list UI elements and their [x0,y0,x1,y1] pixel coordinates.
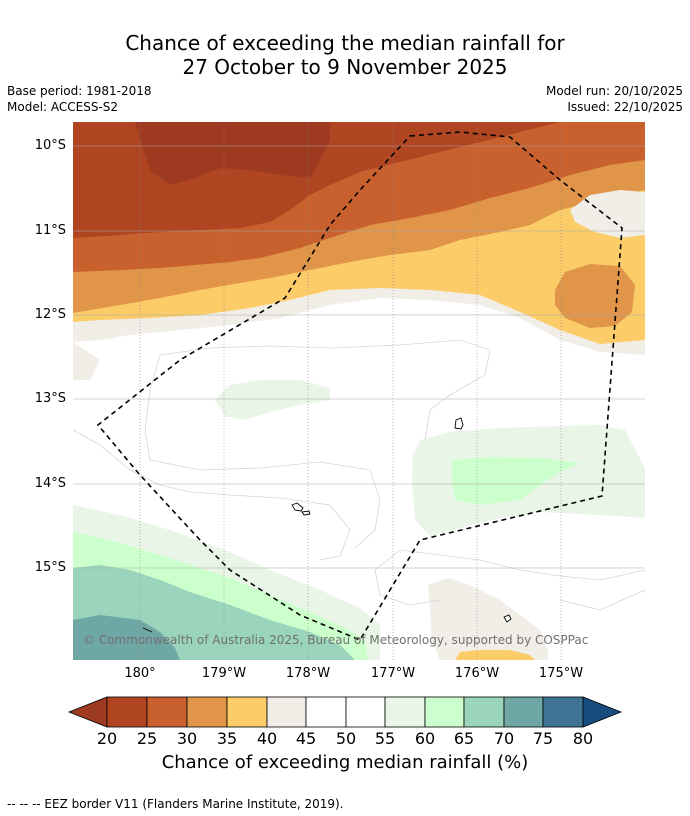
island [142,627,153,633]
colorbar-segment [106,696,148,728]
lat-label-14s: 14°S [34,476,66,491]
lat-label-12s: 12°S [34,307,66,322]
lon-label-179w: 179°W [201,666,247,681]
island [301,510,311,516]
contour-line [144,354,381,549]
colorbar-tick: 80 [572,729,594,748]
colorbar-segment [542,696,584,728]
colorbar-segment [424,696,465,728]
colorbar-tick: 20 [96,729,118,748]
graticule [73,122,645,660]
colorbar-tick: 30 [176,729,198,748]
contour-line [374,549,645,581]
colorbar-lower-arrow [67,696,108,728]
colorbar-segment [146,696,188,728]
patch-yellow-southeast [455,650,535,660]
lat-label-11s: 11°S [34,223,66,238]
eez-footnote: -- -- -- EEZ border V11 (Flanders Marine… [7,797,344,811]
lon-label-178w: 178°W [285,666,331,681]
island [291,502,304,512]
issued-date: Issued: 22/10/2025 [567,100,683,114]
model-run: Model run: 20/10/2025 [545,84,683,98]
colorbar-segment [463,696,505,728]
colorbar-segment [226,696,268,728]
colorbar-tick: 60 [414,729,436,748]
contour-line [374,569,441,606]
colorbar-tick: 55 [374,729,396,748]
colorbar-segment [266,696,307,728]
colorbar-segment [384,696,426,728]
map-field [73,122,645,660]
colorbar-tick: 75 [532,729,554,748]
title-line-2: 27 October to 9 November 2025 [182,55,508,79]
contour-lines [73,339,645,611]
colorbar-segment [345,696,386,728]
colorbar-tick: 40 [256,729,278,748]
band-70-75-south [73,615,180,660]
lon-label-175w: 175°W [538,666,584,681]
colorbar-tick: 50 [335,729,357,748]
copyright-notice: © Commonwealth of Australia 2025, Bureau… [83,633,589,647]
lat-label-10s: 10°S [34,138,66,153]
colorbar-label: Chance of exceeding median rainfall (%) [161,752,529,773]
colorbar-segment [186,696,228,728]
contour-line [559,589,645,611]
colorbar-tick: 35 [216,729,238,748]
lon-label-177w: 177°W [370,666,416,681]
patch-mint-east [452,457,580,505]
colorbar-segment [305,696,347,728]
base-period: Base period: 1981-2018 [7,84,152,98]
colorbar [67,696,623,728]
patch-green-center [215,380,330,420]
band-below-20 [135,122,330,185]
lat-label-15s: 15°S [34,560,66,575]
colorbar-tick: 70 [493,729,515,748]
model-name: Model: ACCESS-S2 [7,100,119,114]
patch-white-southeast [428,578,548,660]
contour-line [73,429,351,561]
colorbar-segment [503,696,544,728]
island [503,614,512,623]
contour-line [159,339,491,441]
colorbar-tick: 65 [453,729,475,748]
eez-border [96,131,623,642]
lon-label-176w: 176°W [454,666,500,681]
colorbar-upper-arrow [582,696,623,728]
title-line-1: Chance of exceeding the median rainfall … [125,31,565,55]
lon-label-180: 180° [124,666,156,681]
patch-orange-east [555,264,635,328]
colorbar-tick: 25 [136,729,158,748]
lat-label-13s: 13°S [34,391,66,406]
island [454,417,464,430]
colorbar-tick: 45 [295,729,317,748]
